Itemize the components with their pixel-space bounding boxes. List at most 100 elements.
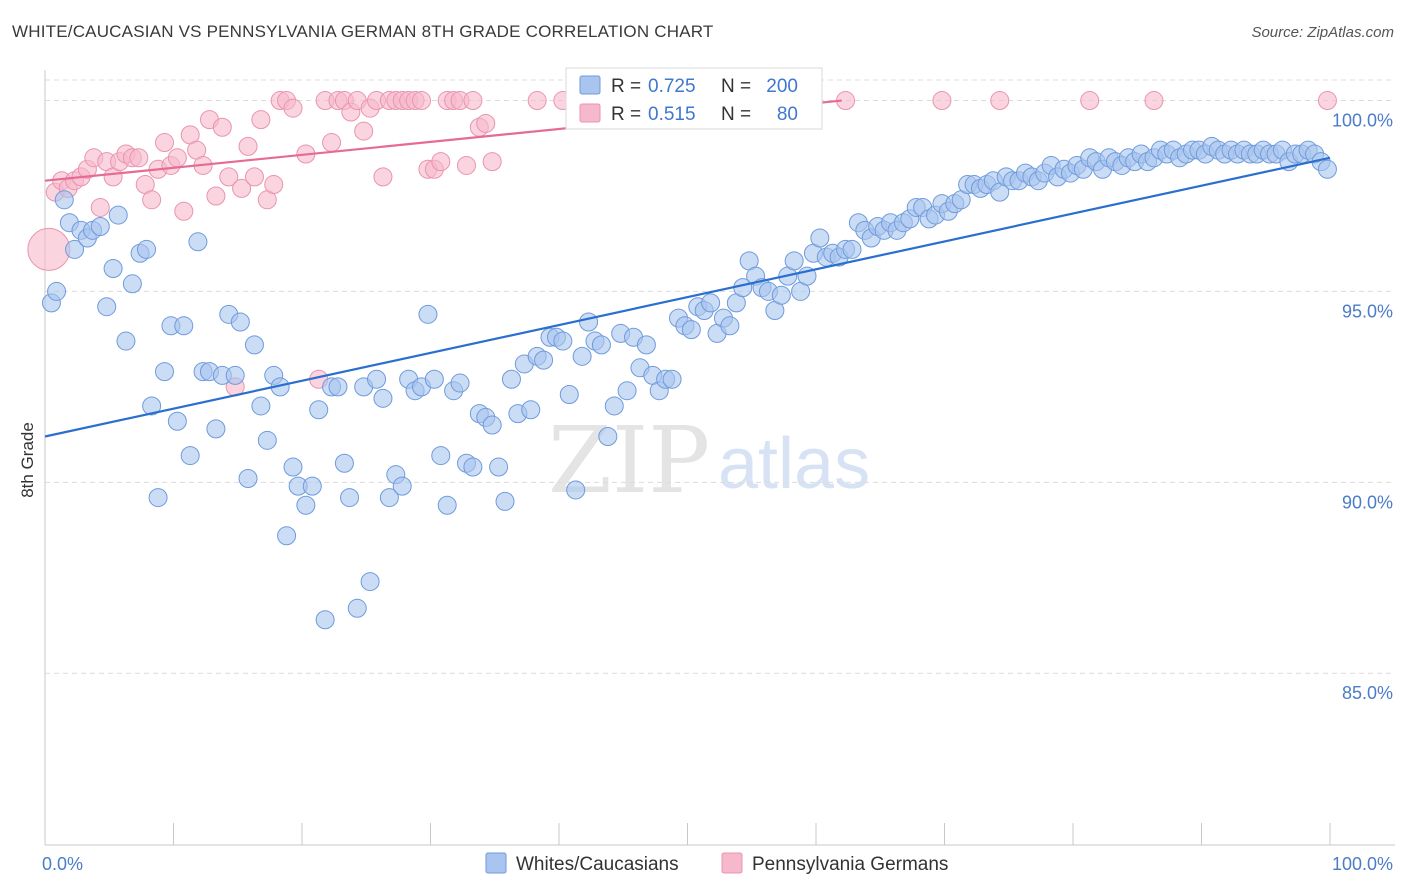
- pa-german-point-26: [206, 186, 226, 206]
- x-tick-label-0: 0.0%: [42, 854, 83, 874]
- stats-n-value-pink: 80: [777, 104, 798, 125]
- whites-point-87: [598, 427, 618, 447]
- whites-point-48: [347, 598, 367, 618]
- whites-point-71: [495, 491, 515, 511]
- legend-swatch-pa-germans: [721, 852, 743, 874]
- whites-point-60: [424, 369, 444, 389]
- stats-n-label-blue: N =: [721, 76, 751, 97]
- whites-point-17: [148, 488, 168, 508]
- whites-point-31: [238, 468, 258, 488]
- pa-german-point-50: [373, 167, 393, 187]
- whites-trend-line: [44, 156, 1331, 438]
- stats-r-label-pink: R =: [611, 104, 641, 125]
- whites-point-45: [328, 377, 348, 397]
- whites-point-103: [701, 293, 721, 313]
- whites-point-199: [1317, 159, 1337, 179]
- pa-german-point-67: [482, 152, 502, 172]
- pa-german-point-32: [244, 167, 264, 187]
- whites-point-82: [566, 480, 586, 500]
- whites-point-41: [302, 476, 322, 496]
- y-tick-label-3: 100.0%: [1332, 111, 1393, 131]
- whites-point-90: [617, 381, 637, 401]
- pa-german-point-63: [456, 155, 476, 175]
- pa-german-point-28: [219, 167, 239, 187]
- whites-point-26: [206, 419, 226, 439]
- data-points: [27, 91, 1337, 630]
- whites-point-52: [373, 388, 393, 408]
- whites-point-37: [277, 526, 297, 546]
- stats-swatch-pink: [579, 103, 601, 123]
- whites-point-1: [47, 281, 67, 301]
- stats-r-label-blue: R =: [611, 76, 641, 97]
- whites-point-70: [489, 457, 509, 477]
- whites-point-80: [553, 331, 573, 351]
- axes: [44, 70, 1395, 846]
- whites-point-33: [251, 396, 271, 416]
- whites-point-40: [296, 495, 316, 515]
- pa-german-point-79: [1080, 91, 1100, 111]
- pa-german-point-78: [990, 91, 1010, 111]
- pa-german-point-59: [431, 152, 451, 172]
- whites-point-50: [360, 572, 380, 592]
- y-tick-labels: 85.0% 90.0% 95.0% 100.0%: [1332, 111, 1393, 704]
- whites-point-83: [572, 346, 592, 366]
- whites-point-55: [392, 476, 412, 496]
- whites-point-106: [720, 316, 740, 336]
- whites-point-29: [225, 365, 245, 385]
- pa-german-point-81: [1317, 91, 1337, 111]
- whites-point-10: [103, 259, 123, 279]
- stats-n-label-pink: N =: [721, 104, 751, 125]
- pa-german-point-77: [932, 91, 952, 111]
- pa-german-point-35: [264, 175, 284, 195]
- whites-point-20: [167, 411, 187, 431]
- stats-legend-frame: [565, 67, 823, 130]
- pa-german-point-31: [238, 136, 258, 156]
- pa-german-point-18: [155, 133, 175, 153]
- gridlines: [45, 79, 1395, 674]
- pa-german-point-14: [129, 148, 149, 168]
- pa-german-point-8: [90, 197, 110, 217]
- whites-point-53: [379, 488, 399, 508]
- whites-point-100: [681, 320, 701, 340]
- whites-point-11: [108, 205, 128, 225]
- watermark: ZIP atlas: [548, 407, 870, 514]
- whites-point-77: [534, 350, 554, 370]
- legend-label-pa-germans: Pennsylvania Germans: [752, 854, 948, 875]
- pa-german-point-20: [167, 148, 187, 168]
- whites-point-30: [230, 312, 250, 332]
- whites-point-34: [257, 430, 277, 450]
- whites-point-93: [636, 335, 656, 355]
- whites-point-51: [367, 369, 387, 389]
- whites-point-46: [334, 453, 354, 473]
- whites-point-72: [501, 369, 521, 389]
- pa-german-point-66: [476, 113, 496, 133]
- series-legend: Whites/Caucasians Pennsylvania Germans: [485, 852, 948, 875]
- whites-point-114: [771, 285, 791, 305]
- legend-swatch-whites: [485, 852, 507, 874]
- pa-german-point-0: [27, 227, 71, 271]
- whites-point-22: [180, 446, 200, 466]
- stats-legend: R = 0.725 N = 200 R = 0.515 N = 80: [565, 67, 823, 130]
- whites-point-4: [65, 239, 85, 259]
- pa-german-point-80: [1144, 91, 1164, 111]
- whites-point-47: [340, 488, 360, 508]
- pa-german-point-33: [251, 110, 271, 130]
- whites-point-116: [784, 251, 804, 271]
- whites-point-15: [137, 239, 157, 259]
- whites-point-62: [437, 495, 457, 515]
- whites-point-13: [122, 274, 142, 294]
- whites-point-38: [283, 457, 303, 477]
- y-axis-label: 8th Grade: [18, 422, 37, 498]
- y-tick-label-0: 85.0%: [1342, 683, 1393, 703]
- pa-german-point-68: [527, 91, 547, 111]
- y-tick-label-2: 95.0%: [1342, 301, 1393, 321]
- pa-german-point-27: [212, 117, 232, 137]
- whites-point-75: [521, 400, 541, 420]
- pa-german-point-16: [142, 190, 162, 210]
- whites-point-59: [418, 304, 438, 324]
- pa-german-point-21: [174, 201, 194, 221]
- whites-point-23: [188, 232, 208, 252]
- whites-point-42: [309, 400, 329, 420]
- pa-german-point-38: [283, 98, 303, 118]
